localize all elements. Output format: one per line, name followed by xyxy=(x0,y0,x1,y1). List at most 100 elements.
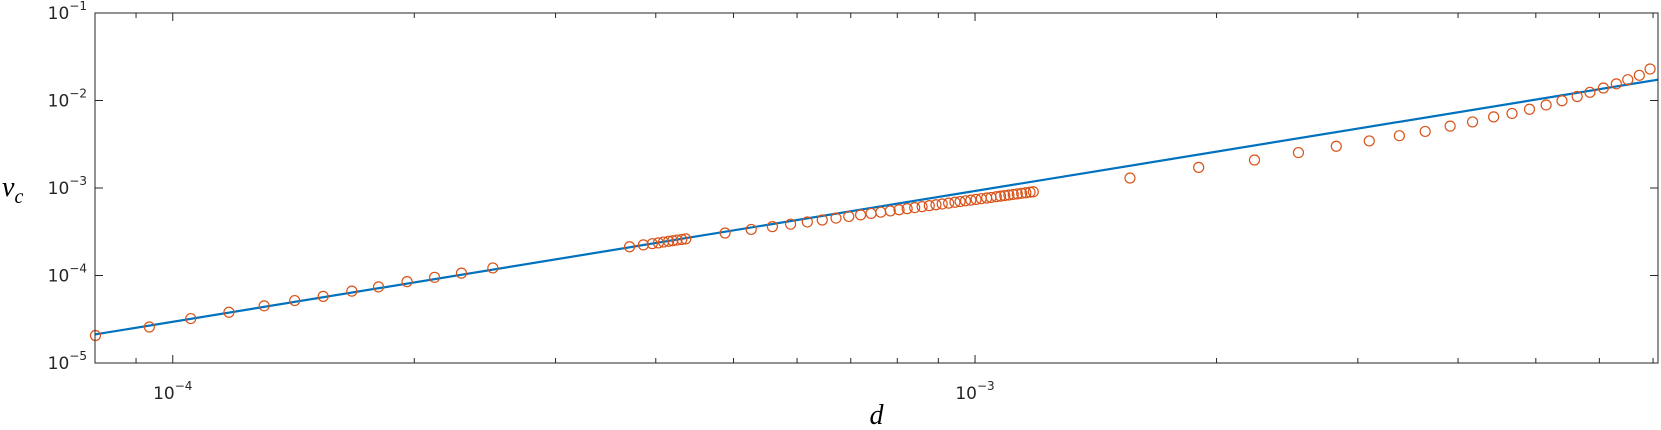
data-point xyxy=(428,271,441,283)
y-tick-label: 10−2 xyxy=(48,87,87,112)
data-point xyxy=(893,204,905,216)
data-point xyxy=(785,218,797,230)
data-point xyxy=(884,205,896,217)
data-point xyxy=(1466,116,1479,128)
y-axis-label-base: v xyxy=(2,172,15,203)
data-point xyxy=(1193,161,1205,173)
y-tick-label: 10−5 xyxy=(48,349,87,374)
y-tick-label-base: 10 xyxy=(48,4,70,24)
data-point xyxy=(923,200,935,212)
y-tick-label-sup: −1 xyxy=(69,0,87,13)
data-point xyxy=(816,214,828,226)
y-tick-label: 10−4 xyxy=(48,262,87,287)
data-point xyxy=(143,321,155,333)
data-point xyxy=(185,312,197,325)
data-point xyxy=(1622,74,1634,86)
data-point xyxy=(1523,103,1536,115)
data-point xyxy=(801,216,813,228)
x-tick-label-base: 10 xyxy=(153,384,175,404)
data-point xyxy=(1007,188,1019,201)
data-point xyxy=(671,234,683,246)
data-point xyxy=(1488,111,1500,123)
data-point xyxy=(1506,107,1518,120)
x-axis-label: d xyxy=(870,400,885,430)
data-point xyxy=(1020,187,1032,199)
y-tick-label-base: 10 xyxy=(48,267,70,287)
data-point xyxy=(623,241,636,253)
data-point xyxy=(1393,130,1405,142)
data-point xyxy=(943,197,955,209)
data-point xyxy=(901,203,913,215)
y-axis-label-sub: c xyxy=(14,186,23,208)
data-point xyxy=(994,190,1007,202)
data-point xyxy=(916,201,928,213)
x-tick-label-sup: −3 xyxy=(977,379,995,393)
data-point xyxy=(1556,95,1568,107)
data-point xyxy=(680,233,692,245)
x-tick-label: 10−3 xyxy=(955,379,994,404)
data-point xyxy=(930,199,942,211)
data-point xyxy=(854,209,867,221)
y-tick-label-base: 10 xyxy=(48,92,70,112)
data-point xyxy=(1363,135,1375,147)
data-point xyxy=(663,235,675,247)
x-tick-label-sup: −4 xyxy=(175,379,193,393)
data-point xyxy=(1419,125,1431,138)
data-point xyxy=(1571,90,1583,103)
y-tick-label-base: 10 xyxy=(48,179,70,199)
y-axis-label: vc xyxy=(2,172,23,208)
data-point xyxy=(1248,154,1261,166)
data-point xyxy=(1597,82,1609,94)
data-point xyxy=(719,227,731,239)
axes-box xyxy=(94,12,1659,364)
data-point xyxy=(745,223,757,236)
data-point xyxy=(1024,186,1036,198)
data-point xyxy=(1027,186,1039,198)
data-point xyxy=(1124,172,1136,184)
data-point xyxy=(909,202,921,214)
data-point xyxy=(676,233,688,246)
data-point xyxy=(667,235,679,247)
y-tick-label: 10−1 xyxy=(48,0,87,24)
data-point xyxy=(372,281,385,293)
data-point xyxy=(1584,86,1596,98)
data-point xyxy=(637,239,649,251)
y-tick-label-sup: −3 xyxy=(69,174,87,188)
data-point xyxy=(1330,140,1342,152)
data-point xyxy=(258,300,270,312)
data-point xyxy=(1292,146,1305,159)
data-point xyxy=(970,193,982,205)
fit-line xyxy=(94,78,1659,336)
y-tick-label: 10−3 xyxy=(48,174,87,199)
y-tick-label-sup: −4 xyxy=(69,262,87,276)
data-point xyxy=(830,212,842,224)
data-point xyxy=(646,238,658,250)
data-point xyxy=(965,194,977,206)
data-point xyxy=(1633,69,1645,81)
y-tick-label-base: 10 xyxy=(48,354,70,374)
data-point xyxy=(346,285,358,297)
x-tick-label: 10−4 xyxy=(153,379,192,404)
y-tick-label-sup: −2 xyxy=(69,87,87,101)
data-point xyxy=(936,198,948,210)
data-point xyxy=(1444,120,1456,132)
data-point xyxy=(1644,63,1656,75)
data-point xyxy=(455,267,468,279)
data-point xyxy=(401,276,413,288)
data-point xyxy=(990,191,1002,203)
data-point xyxy=(317,290,329,302)
data-point xyxy=(223,306,235,318)
plot-area xyxy=(95,13,1658,363)
data-point xyxy=(843,210,855,223)
data-point xyxy=(1011,188,1023,200)
data-point xyxy=(949,196,961,208)
data-point xyxy=(1003,189,1015,201)
data-point xyxy=(766,221,778,233)
data-point xyxy=(959,195,972,207)
data-point xyxy=(954,195,966,208)
y-tick-label-sup: −5 xyxy=(69,349,87,363)
data-point xyxy=(1540,99,1552,111)
data-point xyxy=(289,294,301,307)
